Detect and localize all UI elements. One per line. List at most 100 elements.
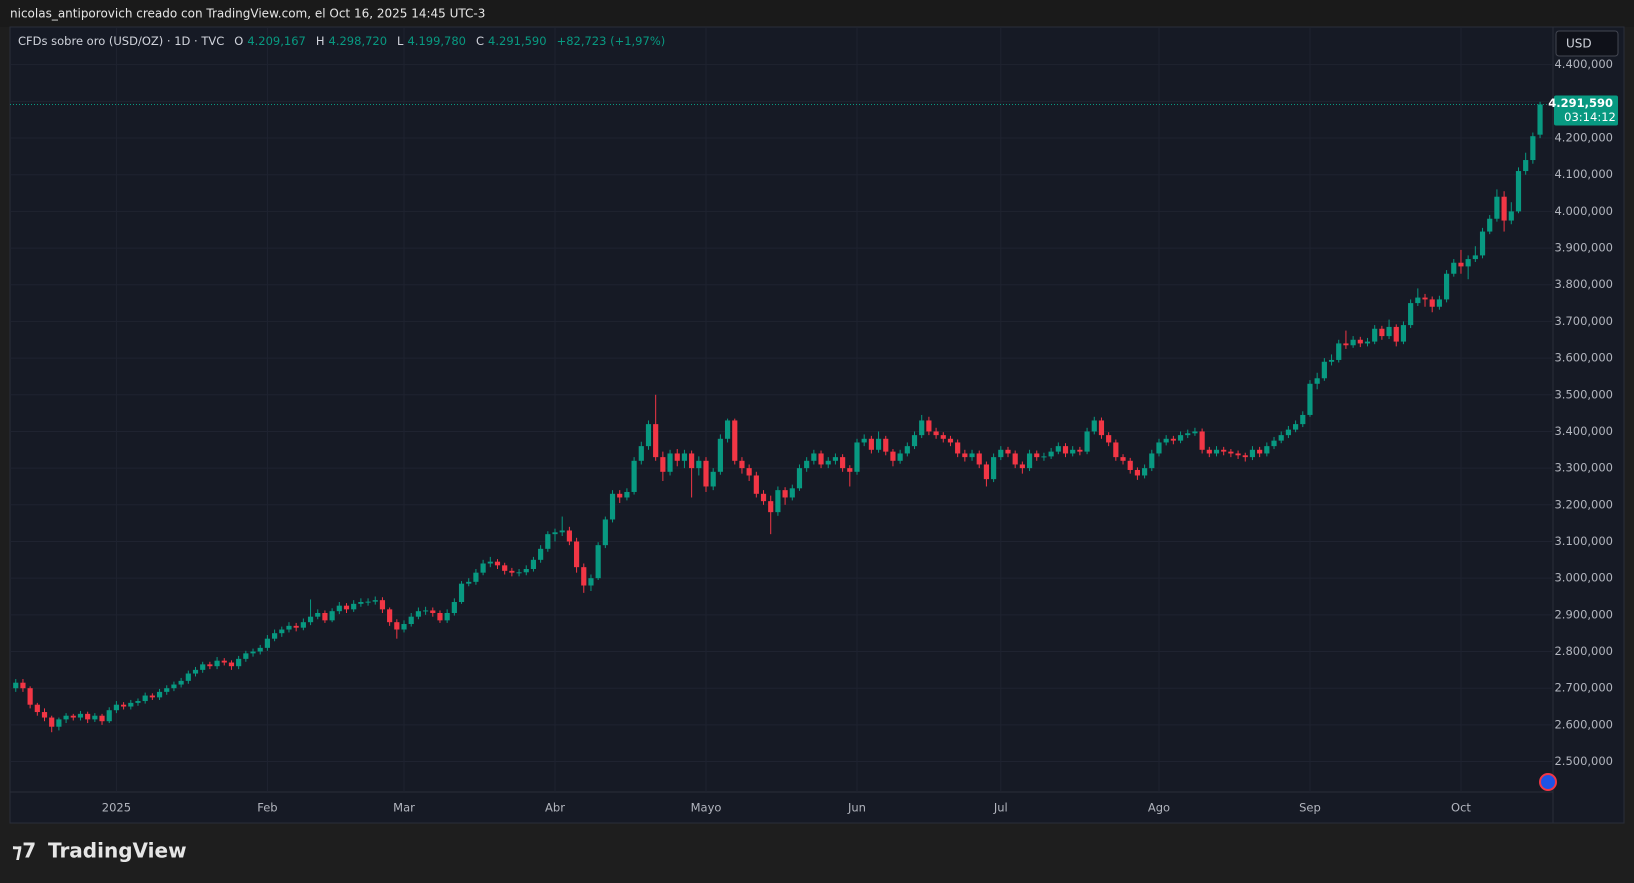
y-tick-label: 4.200,000 <box>1554 131 1613 145</box>
candle-body <box>236 658 242 667</box>
candle-body <box>135 701 141 703</box>
candle-body <box>1400 325 1407 342</box>
candle-body <box>1235 453 1241 456</box>
price-tag-price: 4.291,590 <box>1548 96 1613 110</box>
y-tick-label: 3.700,000 <box>1554 314 1613 328</box>
candle-body <box>962 453 968 458</box>
price-tag-countdown: 03:14:12 <box>1564 110 1616 124</box>
candle-body <box>1386 326 1392 337</box>
y-tick-label: 3.000,000 <box>1554 571 1613 585</box>
candle-body <box>1026 453 1033 469</box>
candle-body <box>1350 339 1356 346</box>
candle-body <box>545 534 551 549</box>
candle-body <box>890 451 896 461</box>
candle-body <box>516 572 522 574</box>
y-tick-label: 3.300,000 <box>1554 461 1613 475</box>
candle-body <box>1285 429 1291 436</box>
x-tick-label: Sep <box>1299 801 1321 815</box>
candle-body <box>976 453 982 465</box>
candle-body <box>451 602 457 614</box>
candle-body <box>696 460 702 469</box>
candle-body <box>509 570 515 573</box>
x-tick-label: Jul <box>993 801 1008 815</box>
candle-body <box>286 625 292 630</box>
candle-body <box>307 616 314 623</box>
candle-body <box>1149 453 1155 469</box>
candle-body <box>41 712 48 718</box>
candle-body <box>1393 326 1399 342</box>
candle-body <box>1501 196 1507 221</box>
candle-body <box>1257 449 1263 454</box>
candle-body <box>322 613 328 621</box>
candle-body <box>840 457 846 469</box>
candle-body <box>904 446 910 454</box>
y-tick-label: 3.800,000 <box>1554 277 1613 291</box>
candle-body <box>947 438 954 443</box>
candle-body <box>264 638 270 648</box>
flag-icon[interactable] <box>1539 773 1557 791</box>
candle-body <box>1321 361 1327 379</box>
candle-body <box>56 719 62 727</box>
candle-body <box>739 460 745 469</box>
candle-body <box>775 490 781 513</box>
candle-body <box>156 691 163 698</box>
candle-body <box>631 460 637 492</box>
legend-value: 4.291,590 <box>488 34 547 48</box>
candle-body <box>969 453 975 458</box>
candle-body <box>832 457 839 461</box>
candle-body <box>681 453 688 461</box>
candle-body <box>1508 211 1514 221</box>
y-tick-label: 4.100,000 <box>1554 167 1613 181</box>
x-tick-label: Abr <box>545 801 565 815</box>
candle-body <box>602 519 608 546</box>
candle-body <box>753 475 759 494</box>
candle-body <box>760 493 767 502</box>
candle-body <box>523 568 529 573</box>
candle-body <box>573 541 580 568</box>
candle-body <box>1408 303 1414 326</box>
candle-body <box>315 613 321 617</box>
legend-key: H <box>315 34 325 48</box>
candle-body <box>1314 378 1320 384</box>
y-tick-label: 3.400,000 <box>1554 424 1613 438</box>
candle-body <box>243 653 249 659</box>
candle-body <box>1515 171 1522 212</box>
y-tick-label: 3.600,000 <box>1554 351 1613 365</box>
candle-body <box>624 491 630 498</box>
currency[interactable]: USD <box>1566 37 1592 51</box>
legend-value: 4.199,780 <box>407 34 466 48</box>
candle-body <box>1278 435 1284 441</box>
candle-body <box>1098 420 1105 436</box>
candle-body <box>1249 449 1256 458</box>
candle-body <box>279 629 285 634</box>
legend-key: O <box>234 34 244 48</box>
candle-body <box>1062 446 1069 454</box>
candle-body <box>92 715 98 720</box>
candle-body <box>372 600 378 602</box>
candle-body <box>178 680 184 685</box>
candle-body <box>983 464 990 480</box>
y-tick-label: 3.200,000 <box>1554 497 1613 511</box>
candle-body <box>1300 414 1306 425</box>
candle-body <box>552 532 558 535</box>
candle-body <box>653 424 659 458</box>
candle-body <box>1142 468 1148 476</box>
candle-body <box>1487 218 1493 232</box>
candle-body <box>1264 446 1270 454</box>
candle-body <box>1328 359 1335 362</box>
candle-body <box>1213 449 1220 454</box>
currency-button[interactable] <box>1555 30 1619 57</box>
candle-body <box>1134 469 1140 476</box>
candle-body <box>430 610 436 614</box>
candle-body <box>955 442 961 454</box>
candle-body <box>1307 383 1313 415</box>
candle-body <box>415 611 421 617</box>
candle-body <box>883 438 889 452</box>
candle-body <box>121 704 127 707</box>
candle-body <box>207 664 213 667</box>
candle-body <box>494 561 501 566</box>
candle-body <box>847 468 853 472</box>
y-tick-label: 2.700,000 <box>1554 681 1613 695</box>
